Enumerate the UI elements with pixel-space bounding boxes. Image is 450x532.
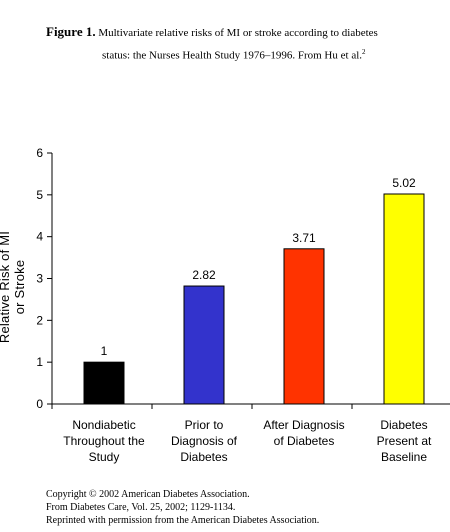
y-tick-label: 1 [36, 355, 43, 369]
x-category-label: After Diagnosis of Diabetes [249, 417, 359, 449]
x-category-label-line: Diabetes [380, 418, 428, 432]
data-label: 5.02 [392, 176, 416, 190]
x-category-label-line: of Diabetes [273, 434, 335, 448]
x-category-label: Diabetes Present at Baseline [349, 417, 450, 465]
x-category-label: Prior to Diagnosis of Diabetes [149, 417, 259, 465]
x-category-label-line: Nondiabetic [72, 418, 136, 432]
y-axis-label: Relative Risk of MI or Stroke [0, 230, 27, 344]
y-tick-label: 2 [36, 313, 43, 327]
bar [183, 285, 225, 405]
x-category-label-line: Present at [376, 434, 432, 448]
x-category-label-line: Diagnosis of [170, 434, 238, 448]
y-tick-label: 4 [36, 230, 43, 244]
data-label: 2.82 [192, 268, 216, 282]
bar [83, 361, 125, 405]
x-category-label: Nondiabetic Throughout the Study [49, 417, 159, 465]
x-category-label-line: Study [88, 450, 120, 464]
x-category-label-line: Diabetes [180, 450, 228, 464]
y-tick-label: 6 [36, 146, 43, 160]
footer: Copyright © 2002 American Diabetes Assoc… [46, 488, 446, 527]
permission-text: Reprinted with permission from the Ameri… [46, 515, 320, 526]
data-label: 3.71 [292, 231, 316, 245]
caption-line-1: Multivariate relative risks of MI or str… [98, 27, 378, 39]
x-category-label-line: After Diagnosis [263, 418, 345, 432]
y-tick-label: 0 [36, 397, 43, 411]
bar [383, 193, 425, 405]
x-category-label-line: Throughout the [63, 434, 145, 448]
y-tick-label: 5 [36, 188, 43, 202]
figure-label: Figure 1. [46, 24, 96, 39]
figure-caption: Figure 1. Multivariate relative risks of… [46, 22, 426, 66]
data-label: 1 [101, 344, 108, 358]
x-category-label-line: Prior to [184, 418, 224, 432]
caption-line-2: status: the Nurses Health Study 1976–199… [102, 49, 363, 62]
bar [283, 248, 325, 405]
source-text: From Diabetes Care, Vol. 25, 2002; 1129-… [46, 502, 236, 513]
x-category-label-line: Baseline [380, 450, 428, 464]
copyright-text: Copyright © 2002 American Diabetes Assoc… [46, 489, 250, 500]
caption-reference: 2 [362, 48, 366, 56]
y-tick-label: 3 [36, 272, 43, 286]
